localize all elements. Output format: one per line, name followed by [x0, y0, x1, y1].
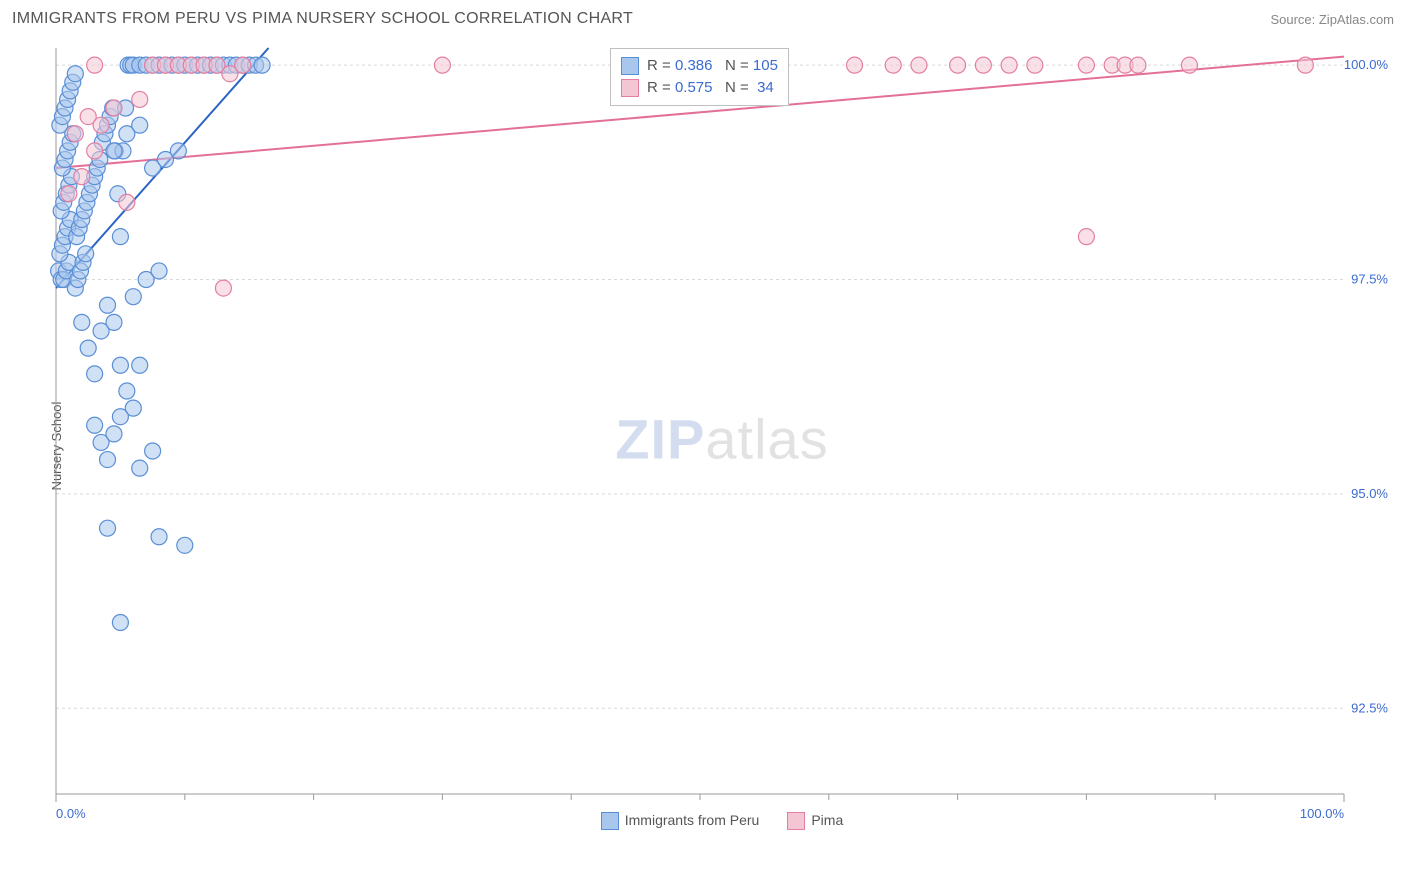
legend-bottom: Immigrants from Peru Pima: [50, 812, 1394, 830]
legend-item: Pima: [787, 812, 843, 830]
stats-row: R = 0.386 N = 105: [621, 55, 778, 77]
stats-row: R = 0.575 N = 34: [621, 77, 778, 99]
plot-area: 0.0%100.0%92.5%95.0%97.5%100.0% ZIPatlas…: [50, 44, 1394, 834]
scatter-plot-svg: 0.0%100.0%92.5%95.0%97.5%100.0%: [50, 44, 1394, 834]
chart-header: IMMIGRANTS FROM PERU VS PIMA NURSERY SCH…: [12, 10, 1394, 40]
svg-text:100.0%: 100.0%: [1344, 57, 1389, 72]
chart-source: Source: ZipAtlas.com: [1270, 12, 1394, 27]
svg-text:97.5%: 97.5%: [1351, 272, 1388, 287]
legend-item: Immigrants from Peru: [601, 812, 760, 830]
chart-title: IMMIGRANTS FROM PERU VS PIMA NURSERY SCH…: [12, 10, 633, 27]
svg-text:92.5%: 92.5%: [1351, 700, 1388, 715]
svg-text:95.0%: 95.0%: [1351, 486, 1388, 501]
stats-legend-box: R = 0.386 N = 105R = 0.575 N = 34: [610, 48, 789, 106]
